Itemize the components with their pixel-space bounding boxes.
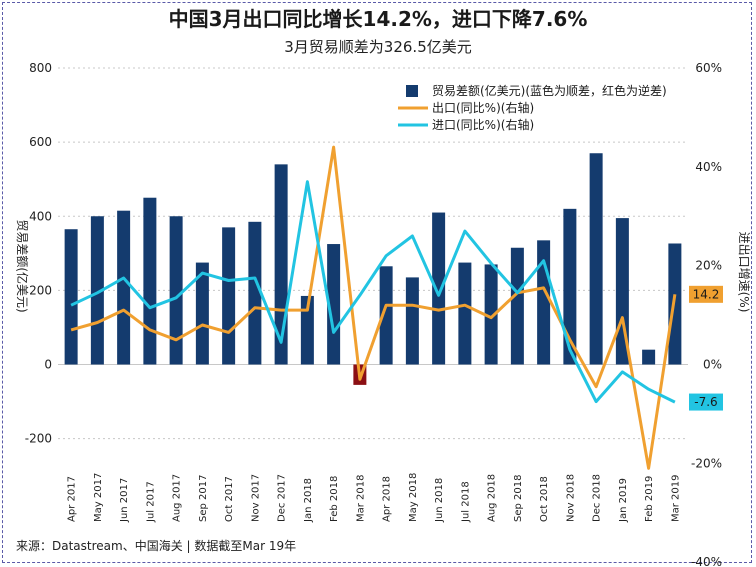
x-tick-label: Apr 2018 (382, 476, 393, 522)
x-tick-label: Oct 2018 (539, 476, 550, 522)
trade-balance-bar (537, 240, 551, 365)
x-tick-label: Sep 2018 (513, 475, 524, 522)
trade-balance-bar (143, 197, 157, 365)
x-tick-label: Jan 2019 (618, 478, 629, 523)
chart-title: 中国3月出口同比增长14.2%，进口下降7.6% (169, 7, 588, 31)
x-tick-label: Jul 2017 (145, 481, 156, 523)
x-tick-label: Jan 2018 (303, 478, 314, 523)
y-tick-label: 400 (29, 209, 52, 223)
x-tick-label: Nov 2017 (250, 474, 261, 522)
trade-balance-bar (195, 262, 209, 365)
x-tick-label: May 2017 (93, 473, 104, 522)
x-tick-label: Jul 2018 (460, 481, 471, 523)
import-callout-label: -7.6 (694, 395, 717, 409)
x-tick-label: Mar 2018 (355, 475, 366, 523)
export-callout-label: 14.2 (693, 287, 720, 301)
import-yoy-line (70, 180, 676, 404)
import-callout-box (689, 393, 723, 411)
x-tick-label: Aug 2017 (172, 474, 183, 522)
legend: 贸易差额(亿美元)(蓝色为顺差，红色为逆差) 出口(同比%)(右轴) 进口(同比%)… (398, 83, 667, 132)
y-tick-label: 600 (29, 135, 52, 149)
x-tick-label: Apr 2017 (67, 476, 78, 522)
y2-tick-label: -20% (691, 456, 722, 470)
trade-balance-bar (300, 295, 314, 365)
x-tick-label: Jun 2018 (434, 478, 445, 523)
x-tick-label: Feb 2019 (644, 476, 655, 522)
trade-balance-bar (589, 153, 603, 365)
trade-balance-bar (90, 216, 104, 365)
y-tick-label: 0 (44, 358, 52, 372)
source-note: 来源：Datastream、中国海关 | 数据截至Mar 19年 (16, 538, 296, 553)
legend-label: 进口(同比%)(右轴) (432, 117, 534, 132)
x-tick-label: Sep 2017 (198, 475, 209, 522)
trade-balance-bar (248, 221, 262, 365)
x-tick-label: Dec 2017 (277, 474, 288, 522)
x-tick-label: May 2018 (408, 473, 419, 522)
end-value-callouts: 14.2 -7.6 (689, 285, 723, 411)
legend-label: 出口(同比%)(右轴) (432, 100, 534, 115)
y2-tick-label: 60% (695, 61, 722, 75)
y-tick-label: 200 (29, 283, 52, 297)
y2-axis-label: 进出口增速(%) (737, 232, 751, 313)
left-axis-ticks: -200 0 200 400 600 800 (25, 61, 52, 446)
y2-tick-label: -40% (691, 555, 722, 567)
trade-balance-bar (379, 266, 393, 365)
x-tick-label: Dec 2018 (592, 474, 603, 522)
trade-balance-bar (510, 247, 524, 365)
x-tick-label: Jun 2017 (119, 478, 130, 523)
trade-balance-bar (432, 212, 446, 365)
trade-balance-bar (642, 349, 656, 365)
right-axis-ticks: -40% -20% 0% 20% 40% 60% (691, 61, 722, 567)
trade-balance-bar (169, 216, 183, 365)
x-tick-label: Mar 2019 (670, 475, 681, 523)
x-tick-label: Aug 2018 (487, 474, 498, 522)
trade-balance-bar (458, 262, 472, 365)
x-axis-ticks: Apr 2017 May 2017 Jun 2017 Jul 2017 Aug 2017… (67, 473, 682, 523)
y2-tick-label: 0% (703, 358, 722, 372)
y-tick-label: 800 (29, 61, 52, 75)
trade-balance-bar (563, 208, 577, 365)
trade-balance-bar (64, 229, 78, 365)
legend-swatch-bar (406, 85, 418, 97)
x-tick-label: Feb 2018 (329, 476, 340, 522)
y2-tick-label: 40% (695, 160, 722, 174)
line-series (70, 145, 677, 470)
bar-series (64, 153, 682, 385)
export-callout-box (689, 285, 723, 303)
trade-balance-bar (222, 227, 236, 365)
x-tick-label: Nov 2018 (565, 474, 576, 522)
y-axis-label: 贸易差额(亿美元) (15, 219, 30, 312)
trade-balance-bar (117, 210, 131, 365)
y2-tick-label: 20% (695, 259, 722, 273)
trade-balance-bar (484, 264, 498, 365)
chart-subtitle: 3月贸易顺差为326.5亿美元 (284, 38, 472, 56)
legend-label: 贸易差额(亿美元)(蓝色为顺差，红色为逆差) (432, 83, 667, 98)
x-tick-label: Oct 2017 (224, 476, 235, 522)
y-tick-label: -200 (25, 432, 52, 446)
trade-balance-bar (405, 277, 419, 365)
export-yoy-line (70, 145, 677, 470)
trade-balance-bar (327, 244, 341, 365)
